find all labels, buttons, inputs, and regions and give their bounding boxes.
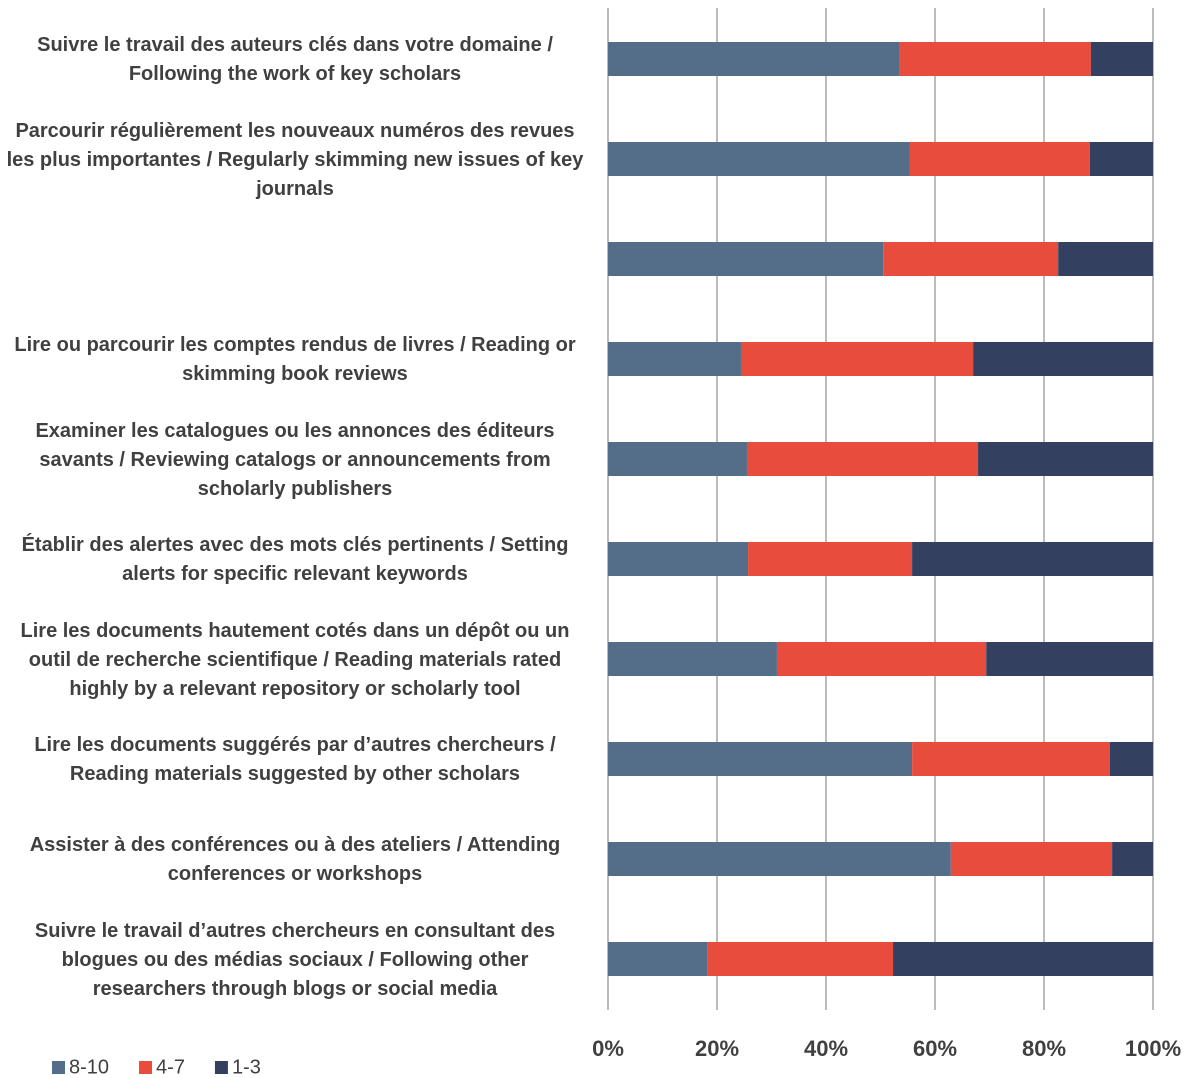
category-label: Établir des alertes avec des mots clés p… [21,534,569,585]
bar-segment [978,442,1153,476]
bar-segment [986,642,1153,676]
bar-segment [608,142,910,176]
x-tick-label: 100% [1125,1036,1181,1061]
bar-segment [1112,842,1153,876]
category-label: Lire ou parcourir les comptes rendus de … [14,334,576,385]
bar-segment [950,842,1113,876]
legend-label: 1-3 [232,1056,261,1078]
category-label-box: Lire les documents suggérés par d’autres… [5,731,585,789]
bar-segment [746,442,979,476]
category-label-box: Suivre le travail d’autres chercheurs en… [5,917,585,1004]
legend-label: 4-7 [156,1056,185,1078]
category-label: Examiner les catalogues ou les annonces … [35,419,555,500]
category-label: Assister à des conférences ou à des atel… [29,834,561,885]
category-label-box: Assister à des conférences ou à des atel… [5,831,585,889]
bar-segment [748,542,913,576]
bar-segment [608,42,900,76]
bar-segment [899,42,1091,76]
category-label: Lire les documents suggérés par d’autres… [34,734,556,785]
legend-swatch [52,1061,65,1074]
bar-segment [909,142,1090,176]
x-tick-label: 80% [1022,1036,1066,1061]
category-label-box: Parcourir régulièrement les nouveaux num… [5,117,585,204]
legend-swatch [214,1061,228,1074]
bar-segment [912,542,1153,576]
category-label: Suivre le travail d’autres chercheurs en… [34,919,556,1000]
bar-segment [608,842,951,876]
bar-segment [608,642,777,676]
category-label-box: Suivre le travail des auteurs clés dans … [5,31,585,89]
bar-segment [973,342,1153,376]
bar-segment [608,342,741,376]
x-tick-label: 20% [695,1036,739,1061]
bar-segment [912,742,1110,776]
bar-segment [608,542,749,576]
legend-swatch [139,1061,153,1074]
bar-segment [1058,242,1153,276]
bar-segment [608,742,913,776]
bar-segment [608,242,884,276]
bar-segment [608,942,708,976]
category-label: Lire les documents hautement cotés dans … [20,619,570,700]
category-label-box: Examiner les catalogues ou les annonces … [5,417,585,504]
bar-segment [776,642,987,676]
bar-segment [1109,742,1153,776]
category-label: Parcourir régulièrement les nouveaux num… [6,119,584,200]
bar-segment [1089,142,1153,176]
category-label: Suivre le travail des auteurs clés dans … [37,34,553,85]
bar-segment [893,942,1153,976]
bar-segment [1090,42,1153,76]
x-tick-label: 0% [592,1036,624,1061]
category-label-box: Établir des alertes avec des mots clés p… [5,531,585,589]
category-label-box: Lire les documents hautement cotés dans … [5,617,585,704]
bar-segment [707,942,894,976]
bar-segment [740,342,974,376]
bar-segment [608,442,747,476]
legend-label: 8-10 [69,1056,109,1078]
x-tick-label: 40% [804,1036,848,1061]
bar-segment [883,242,1059,276]
x-tick-label: 60% [913,1036,957,1061]
category-label-box: Lire ou parcourir les comptes rendus de … [5,331,585,389]
